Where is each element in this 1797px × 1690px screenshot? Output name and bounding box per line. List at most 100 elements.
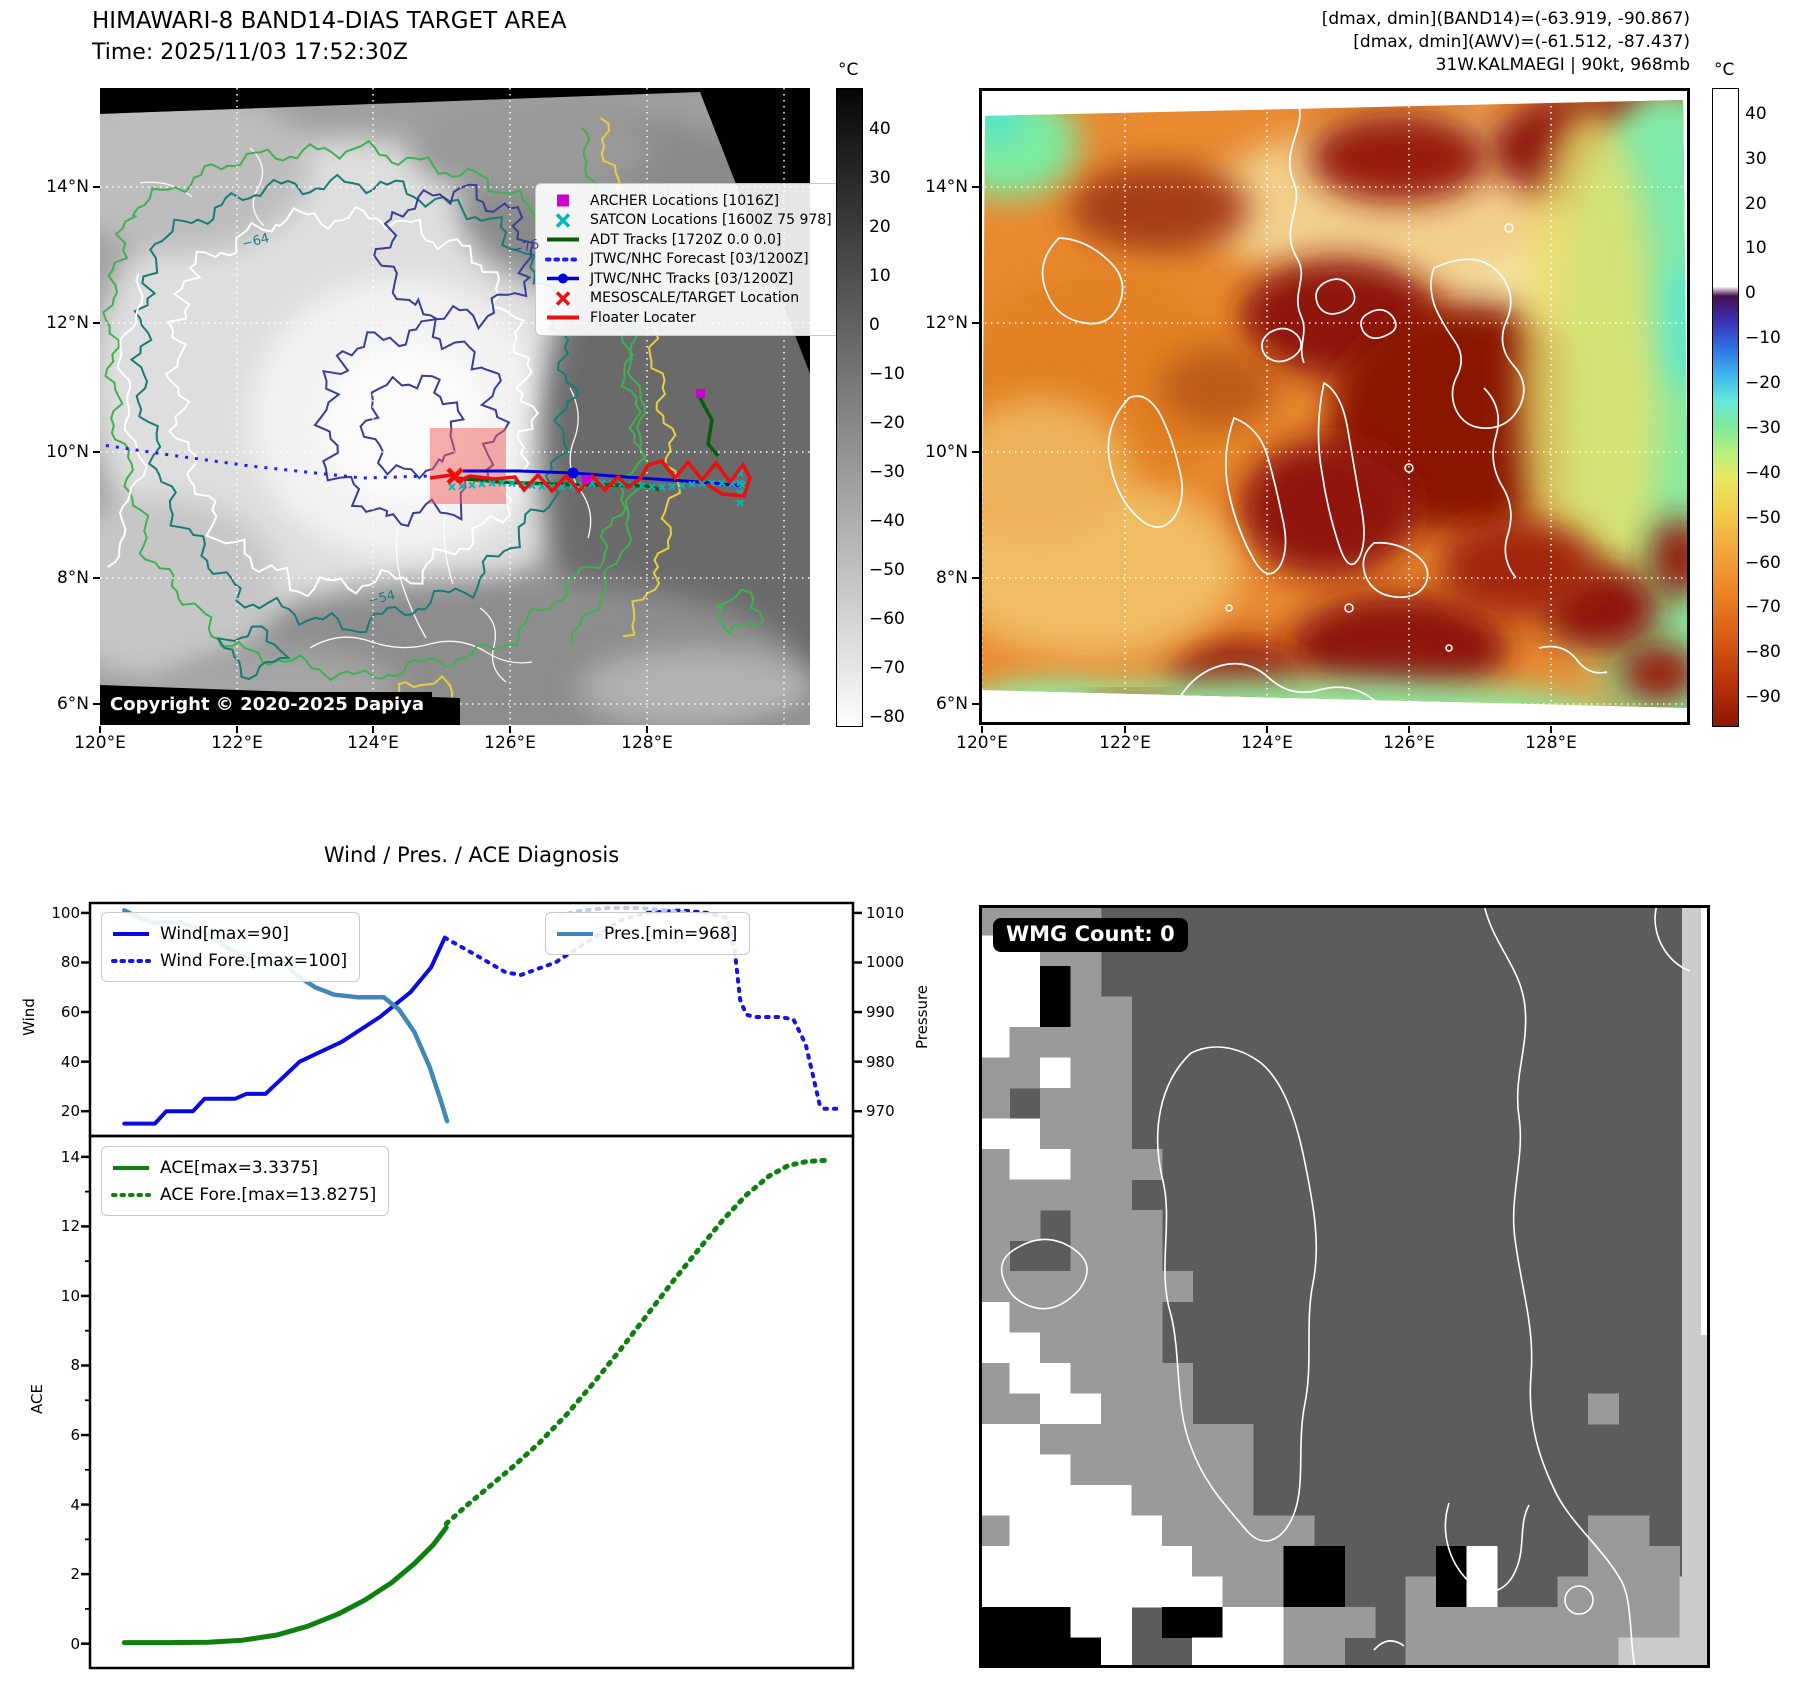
awv-satellite-image [979, 88, 1690, 725]
ace-chart-legend: ACE[max=3.3375] ACE Fore.[max=13.8275] [101, 1146, 390, 1216]
lon-tick-mark [236, 726, 238, 733]
timestamp: Time: 2025/11/03 17:52:30Z [92, 40, 408, 65]
legend-item-label: ACE[max=3.3375] [160, 1157, 318, 1178]
lon-tick-label: 120°E [74, 733, 126, 753]
wind-ytick-label: 20 [60, 1102, 80, 1121]
lon-tick-label: 124°E [347, 733, 399, 753]
awv-colorbar-tick: 10 [1745, 238, 1767, 259]
band14-colorbar-tick: −80 [869, 706, 905, 727]
lat-tick-mark [972, 451, 979, 453]
lon-tick-label: 126°E [1383, 733, 1435, 753]
line-legend-marker [547, 315, 579, 320]
band14-colorbar-tick: −60 [869, 608, 905, 629]
pressure-chart-legend: Pres.[min=968] [545, 912, 751, 955]
wind-ytick-label: 100 [51, 903, 80, 922]
legend-item: Pres.[min=968] [555, 920, 737, 947]
awv-colorbar-tick: 40 [1745, 103, 1767, 124]
lat-tick-label: 12°N [46, 313, 89, 333]
awv-colorbar-tick: −90 [1745, 687, 1781, 708]
ace-chart [81, 1134, 855, 1670]
lon-tick-mark [372, 726, 374, 733]
lon-tick-mark [1266, 726, 1268, 733]
pressure-ytick-label: 980 [866, 1052, 895, 1071]
awv-colorbar-tick: −50 [1745, 507, 1781, 528]
lon-tick-label: 122°E [1099, 733, 1151, 753]
copyright-watermark: Copyright © 2020-2025 Dapiya [106, 692, 433, 719]
wind-ytick-label: 80 [60, 953, 80, 972]
lat-tick-label: 10°N [925, 442, 968, 462]
legend-item-label: ADT Tracks [1720Z 0.0 0.0] [590, 231, 782, 248]
band14-colorbar-tick: 40 [869, 118, 891, 139]
legend-item-label: JTWC/NHC Forecast [03/1200Z] [590, 251, 809, 268]
lat-tick-mark [93, 703, 100, 705]
awv-colorbar-tick: −30 [1745, 417, 1781, 438]
wind-chart-legend: Wind[max=90] Wind Fore.[max=100] [101, 912, 361, 982]
legend-item-label: JTWC/NHC Tracks [03/1200Z] [590, 270, 794, 287]
pressure-ytick-label: 1000 [866, 953, 905, 972]
band14-colorbar-tick: −40 [869, 510, 905, 531]
diagnosis-title: Wind / Pres. / ACE Diagnosis [323, 843, 620, 867]
lon-tick-mark [1408, 726, 1410, 733]
awv-colorbar-tick: −60 [1745, 552, 1781, 573]
lon-tick-label: 128°E [1525, 733, 1577, 753]
band14-colorbar-unit: °C [838, 60, 859, 80]
legend-item: Wind Fore.[max=100] [111, 947, 347, 974]
xmark-legend-marker [555, 213, 571, 228]
band14-colorbar-tick: −70 [869, 657, 905, 678]
wmg-grayscale-map [979, 905, 1710, 1668]
legend-item-label: MESOSCALE/TARGET Location [590, 290, 800, 307]
lat-tick-label: 8°N [935, 568, 968, 588]
lat-tick-label: 14°N [925, 177, 968, 197]
lon-tick-mark [99, 726, 101, 733]
line-legend-marker [113, 931, 149, 936]
dotted-legend-marker [111, 958, 151, 963]
legend-item: ACE[max=3.3375] [111, 1154, 376, 1181]
storm-info-header: [dmax, dmin](BAND14)=(-63.919, -90.867) … [1322, 8, 1690, 77]
lon-tick-mark [646, 726, 648, 733]
ace-ytick-label: 10 [60, 1286, 80, 1305]
band14-map-legend: ARCHER Locations [1016Z] SATCON Locations… [535, 183, 845, 336]
awv-colorbar-tick: −70 [1745, 597, 1781, 618]
legend-item: ADT Tracks [1720Z 0.0 0.0] [545, 230, 832, 250]
ace-ytick-label: 2 [70, 1565, 80, 1584]
wmg-map-panel: WMG Count: 0 [979, 905, 1710, 1668]
legend-item-label: ARCHER Locations [1016Z] [590, 192, 780, 209]
line-legend-marker [113, 1165, 149, 1170]
pressure-ytick-label: 970 [866, 1102, 895, 1121]
lat-tick-mark [972, 577, 979, 579]
legend-item: ARCHER Locations [1016Z] [545, 191, 832, 211]
lon-tick-mark [509, 726, 511, 733]
legend-item: Floater Locater [545, 308, 832, 328]
lon-tick-mark [981, 726, 983, 733]
lon-tick-mark [1550, 726, 1552, 733]
ace-ytick-label: 8 [70, 1356, 80, 1375]
lat-tick-mark [93, 577, 100, 579]
awv-colorbar [1712, 88, 1739, 727]
dmax-dmin-band14: [dmax, dmin](BAND14)=(-63.919, -90.867) [1321, 9, 1690, 29]
dotted-legend-marker [111, 1192, 151, 1197]
band14-colorbar-tick: −30 [869, 461, 905, 482]
ace-ytick-label: 14 [60, 1147, 80, 1166]
lat-tick-label: 14°N [46, 177, 89, 197]
lat-tick-label: 12°N [925, 313, 968, 333]
legend-item: JTWC/NHC Tracks [03/1200Z] [545, 269, 832, 289]
line-legend-marker [557, 931, 593, 936]
legend-item-label: ACE Fore.[max=13.8275] [160, 1184, 377, 1205]
awv-colorbar-tick: −10 [1745, 328, 1781, 349]
dotted-legend-marker [545, 257, 581, 262]
legend-item-label: Floater Locater [590, 309, 696, 326]
lat-tick-label: 10°N [46, 442, 89, 462]
legend-item: SATCON Locations [1600Z 75 978] [545, 211, 832, 231]
ace-ytick-label: 0 [70, 1634, 80, 1653]
band14-colorbar-tick: 20 [869, 216, 891, 237]
legend-item-label: Wind Fore.[max=100] [160, 950, 348, 971]
lat-tick-label: 6°N [935, 694, 968, 714]
lat-tick-mark [93, 451, 100, 453]
awv-colorbar-tick: −80 [1745, 642, 1781, 663]
wind-ytick-label: 60 [60, 1003, 80, 1022]
lat-tick-mark [972, 703, 979, 705]
lon-tick-label: 128°E [621, 733, 673, 753]
lon-tick-label: 126°E [484, 733, 536, 753]
ace-ytick-label: 12 [60, 1217, 80, 1236]
